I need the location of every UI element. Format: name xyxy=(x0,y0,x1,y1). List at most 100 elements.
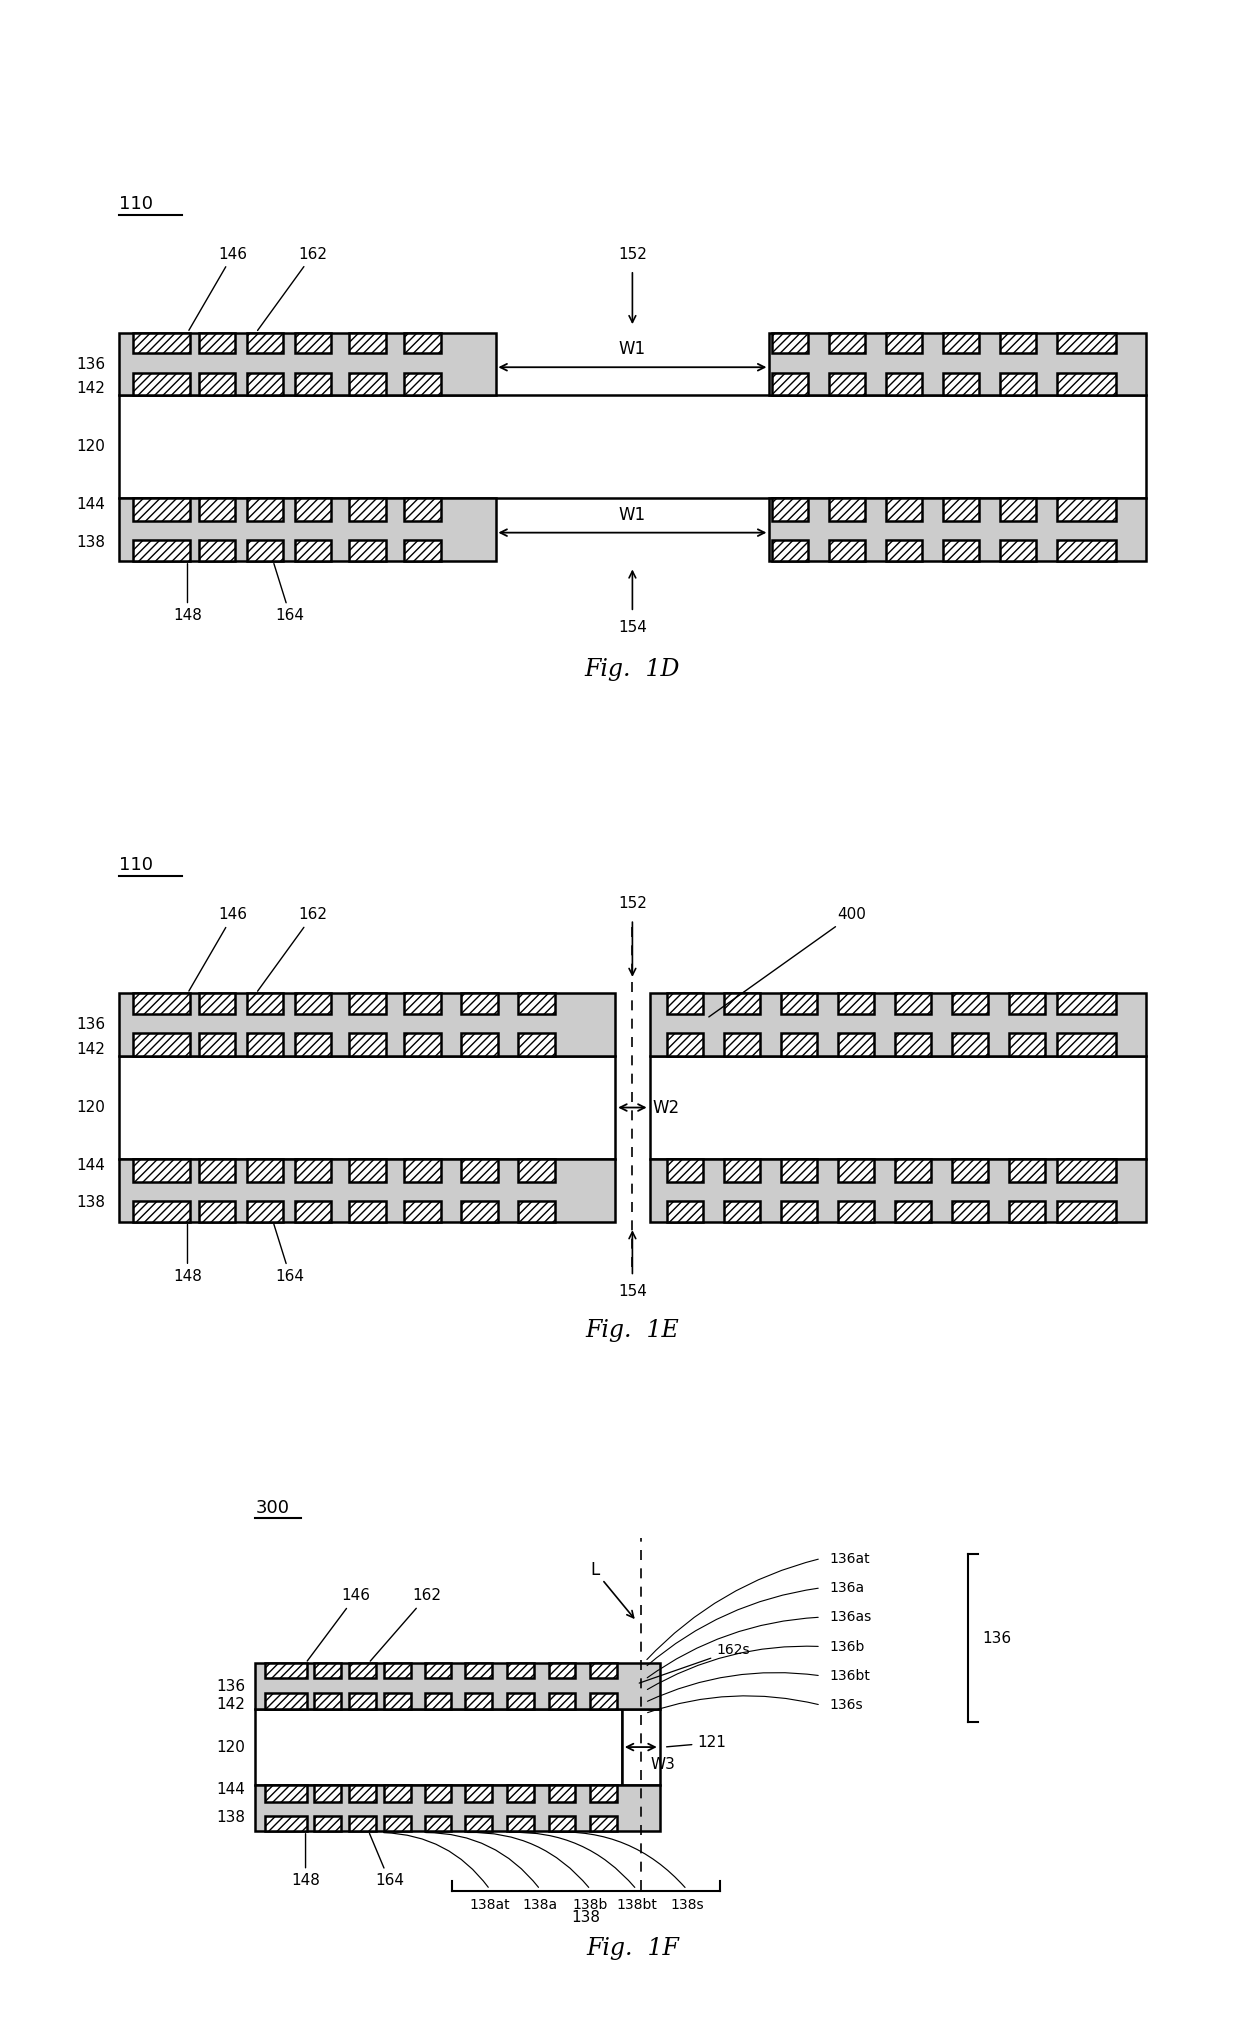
Text: 121: 121 xyxy=(667,1736,727,1750)
Bar xyxy=(1056,1034,1116,1056)
Bar xyxy=(350,332,386,354)
Bar xyxy=(828,332,866,354)
Bar xyxy=(952,1034,988,1056)
Bar xyxy=(667,1034,703,1056)
Text: 136as: 136as xyxy=(830,1610,872,1624)
Bar xyxy=(350,1663,376,1679)
Bar xyxy=(198,541,236,562)
Text: 144: 144 xyxy=(77,497,105,513)
Text: 148: 148 xyxy=(174,564,202,623)
Text: 164: 164 xyxy=(274,564,305,623)
Text: 148: 148 xyxy=(174,1225,202,1284)
Bar xyxy=(1056,499,1116,521)
Text: W2: W2 xyxy=(653,1099,680,1117)
Bar xyxy=(590,1785,618,1801)
Bar xyxy=(548,1693,575,1709)
Bar xyxy=(133,372,190,395)
Text: 136: 136 xyxy=(983,1630,1012,1646)
Bar xyxy=(724,1158,760,1182)
Bar xyxy=(424,1815,451,1832)
Bar xyxy=(771,372,808,395)
Bar xyxy=(999,541,1037,562)
Bar xyxy=(255,1709,622,1785)
Text: 136: 136 xyxy=(216,1679,246,1693)
Text: 152: 152 xyxy=(618,246,647,263)
Text: W1: W1 xyxy=(619,340,646,358)
Bar xyxy=(1056,1158,1116,1182)
Bar xyxy=(247,1201,283,1221)
Bar xyxy=(999,499,1037,521)
Bar xyxy=(461,1034,497,1056)
Bar xyxy=(404,993,440,1013)
Bar xyxy=(952,1201,988,1221)
Bar xyxy=(119,1056,615,1158)
Bar xyxy=(781,993,817,1013)
Text: 154: 154 xyxy=(618,1284,647,1300)
Bar xyxy=(942,499,980,521)
Bar xyxy=(895,993,931,1013)
Bar xyxy=(1056,332,1116,354)
Bar xyxy=(724,1201,760,1221)
Bar xyxy=(461,1201,497,1221)
Bar xyxy=(295,332,331,354)
Text: 162: 162 xyxy=(258,246,327,330)
Bar xyxy=(350,372,386,395)
Bar xyxy=(133,993,190,1013)
Bar xyxy=(255,1785,660,1832)
Bar xyxy=(667,1201,703,1221)
Bar xyxy=(518,1034,554,1056)
Bar xyxy=(350,1034,386,1056)
Text: 136: 136 xyxy=(76,356,105,372)
Bar xyxy=(295,1158,331,1182)
Bar xyxy=(198,1034,236,1056)
Bar xyxy=(424,1785,451,1801)
Text: 120: 120 xyxy=(77,1101,105,1115)
Bar xyxy=(650,1056,1146,1158)
Bar xyxy=(507,1815,533,1832)
Bar xyxy=(384,1693,412,1709)
Bar xyxy=(350,1815,376,1832)
Bar xyxy=(548,1785,575,1801)
Bar xyxy=(247,1034,283,1056)
Text: 138a: 138a xyxy=(522,1899,558,1913)
Bar xyxy=(404,541,440,562)
Text: 154: 154 xyxy=(618,621,647,635)
Text: L: L xyxy=(590,1561,634,1618)
Text: 138bt: 138bt xyxy=(616,1899,657,1913)
Bar xyxy=(507,1785,533,1801)
Bar xyxy=(1009,1158,1045,1182)
Text: 144: 144 xyxy=(77,1158,105,1174)
Bar xyxy=(198,1158,236,1182)
Bar xyxy=(247,541,283,562)
Bar xyxy=(247,499,283,521)
Text: 162: 162 xyxy=(258,908,327,991)
Text: 136at: 136at xyxy=(830,1551,870,1565)
Bar xyxy=(461,1158,497,1182)
Bar xyxy=(350,1785,376,1801)
Text: 162: 162 xyxy=(371,1589,441,1661)
Text: 146: 146 xyxy=(308,1589,371,1661)
Bar xyxy=(295,372,331,395)
Bar xyxy=(952,993,988,1013)
Bar xyxy=(781,1158,817,1182)
Text: 162s: 162s xyxy=(639,1644,750,1683)
Bar xyxy=(119,993,615,1056)
Bar xyxy=(384,1785,412,1801)
Text: 142: 142 xyxy=(77,1042,105,1056)
Bar xyxy=(424,1693,451,1709)
Bar xyxy=(838,993,874,1013)
Bar xyxy=(1009,993,1045,1013)
Text: W3: W3 xyxy=(651,1756,676,1772)
Text: W1: W1 xyxy=(619,505,646,523)
Bar xyxy=(838,1158,874,1182)
Bar xyxy=(999,372,1037,395)
Bar xyxy=(404,1201,440,1221)
Bar xyxy=(724,1034,760,1056)
Bar xyxy=(465,1663,491,1679)
Bar xyxy=(895,1034,931,1056)
Text: 120: 120 xyxy=(216,1740,246,1754)
Bar xyxy=(885,332,923,354)
Bar xyxy=(828,499,866,521)
Text: 120: 120 xyxy=(77,440,105,454)
Bar xyxy=(548,1663,575,1679)
